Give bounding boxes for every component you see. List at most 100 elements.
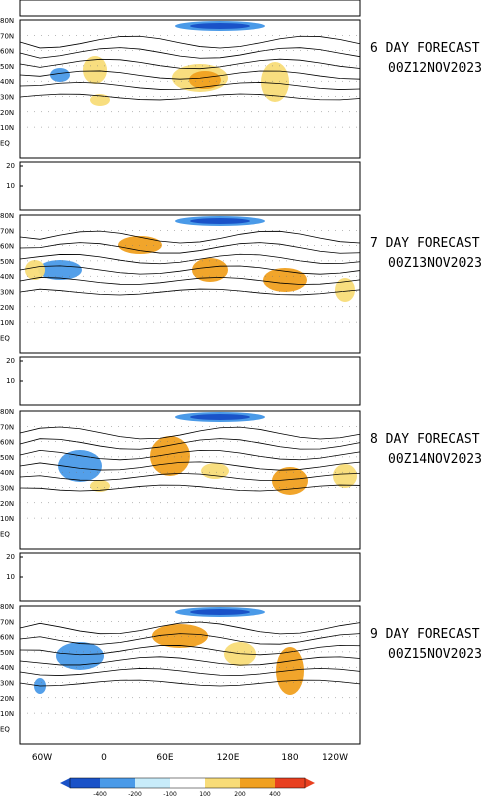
lat-label: EQ (0, 725, 10, 733)
contour (19, 449, 361, 461)
forecast-title: 6 DAY FORECAST (370, 41, 480, 56)
anomaly (90, 94, 110, 106)
forecast-date: 00Z12NOV2023 (388, 61, 482, 76)
lat-label: 80N (0, 212, 14, 220)
contour (19, 35, 361, 49)
lat-label: 10N (0, 710, 14, 718)
forecast-date: 00Z14NOV2023 (388, 452, 482, 467)
colorbar (60, 777, 315, 789)
lat-label: 60N (0, 48, 14, 56)
contour (19, 242, 361, 254)
lat-label: 10N (0, 319, 14, 327)
contour (19, 656, 361, 666)
colorbar-label: -100 (163, 791, 177, 798)
lat-label: 70N (0, 227, 14, 235)
forecast-date: 00Z13NOV2023 (388, 256, 482, 271)
lat-label: 60N (0, 634, 14, 642)
anomaly (50, 68, 70, 82)
anomaly (25, 260, 45, 280)
lat-label: 40N (0, 273, 14, 281)
strip-frame (19, 552, 361, 602)
anomaly (38, 260, 82, 280)
lat-label: 40N (0, 664, 14, 672)
forecast-panel: 20 10 80N 70N 60N 50N 40N 30N 20N 10N EQ 7 DAY FORE… (0, 161, 482, 354)
anomaly (276, 647, 304, 695)
contour (19, 230, 361, 244)
forecast-title: 7 DAY FORECAST (370, 236, 480, 251)
contour (19, 426, 361, 440)
forecast-panel: 20 10 80N 70N 60N 50N 40N 30N 20N 10N EQ 8 DAY FORE… (0, 356, 482, 550)
anomaly (190, 609, 250, 615)
contour (19, 58, 361, 70)
colorbar-label: 400 (269, 791, 281, 798)
anomaly (272, 467, 308, 495)
anomaly (190, 414, 250, 420)
forecast-panel: 20 10 80N 70N 60N 50N 40N 30N 20N 10N EQ 9 DAY FORE… (0, 552, 482, 745)
lat-label: 50N (0, 454, 14, 462)
lat-label: 60N (0, 243, 14, 251)
contour (19, 633, 361, 645)
forecast-title: 8 DAY FORECAST (370, 432, 480, 447)
lat-label: 40N (0, 78, 14, 86)
anomaly (83, 56, 107, 84)
lat-label: 80N (0, 603, 14, 611)
strip-label: 10 (6, 573, 15, 581)
colorbar-label: 100 (199, 791, 211, 798)
anomaly (190, 218, 250, 224)
contour (19, 473, 361, 481)
anomaly (189, 71, 221, 89)
contour (19, 93, 361, 101)
strip-frame (19, 161, 361, 211)
lat-label: 30N (0, 485, 14, 493)
strip-label: 20 (6, 553, 15, 561)
strip-label: 10 (6, 377, 15, 385)
lon-label: 60W (32, 753, 52, 763)
contour (19, 277, 361, 285)
lat-label: 70N (0, 423, 14, 431)
lat-label: 40N (0, 469, 14, 477)
anomaly (263, 268, 307, 292)
contour (19, 47, 361, 59)
lat-label: 20N (0, 304, 14, 312)
lat-label: 20N (0, 109, 14, 117)
lon-label: 120W (322, 753, 348, 763)
anomaly (58, 450, 102, 482)
contour (19, 679, 361, 687)
lat-label: 20N (0, 500, 14, 508)
contour (19, 668, 361, 676)
lat-label: EQ (0, 334, 10, 342)
lat-label: 50N (0, 63, 14, 71)
lon-label: 0 (101, 753, 107, 763)
contour (19, 644, 361, 656)
lat-label: EQ (0, 139, 10, 147)
contour (19, 461, 361, 471)
lon-label: 120E (217, 753, 240, 763)
strip-label: 10 (6, 182, 15, 190)
lon-label: 60E (156, 753, 173, 763)
anomaly (152, 624, 208, 648)
strip-frame (19, 356, 361, 406)
contour (19, 70, 361, 80)
lat-label: 50N (0, 649, 14, 657)
lat-label: 60N (0, 439, 14, 447)
anomaly (192, 258, 228, 282)
strip-label: 20 (6, 357, 15, 365)
anomaly (333, 464, 357, 488)
lat-label: 30N (0, 289, 14, 297)
anomaly (118, 236, 162, 254)
lat-label: 80N (0, 408, 14, 416)
lon-label: 180 (281, 753, 298, 763)
lat-label: 10N (0, 124, 14, 132)
map-frame (19, 19, 361, 159)
strip-label: 20 (6, 162, 15, 170)
anomaly (150, 436, 190, 476)
lat-label: 30N (0, 680, 14, 688)
anomaly (56, 642, 104, 670)
anomaly (335, 278, 355, 302)
lat-label: 70N (0, 32, 14, 40)
contour (19, 484, 361, 492)
colorbar-label: -200 (128, 791, 142, 798)
strip-frame (19, 0, 361, 17)
forecast-date: 00Z15NOV2023 (388, 647, 482, 662)
